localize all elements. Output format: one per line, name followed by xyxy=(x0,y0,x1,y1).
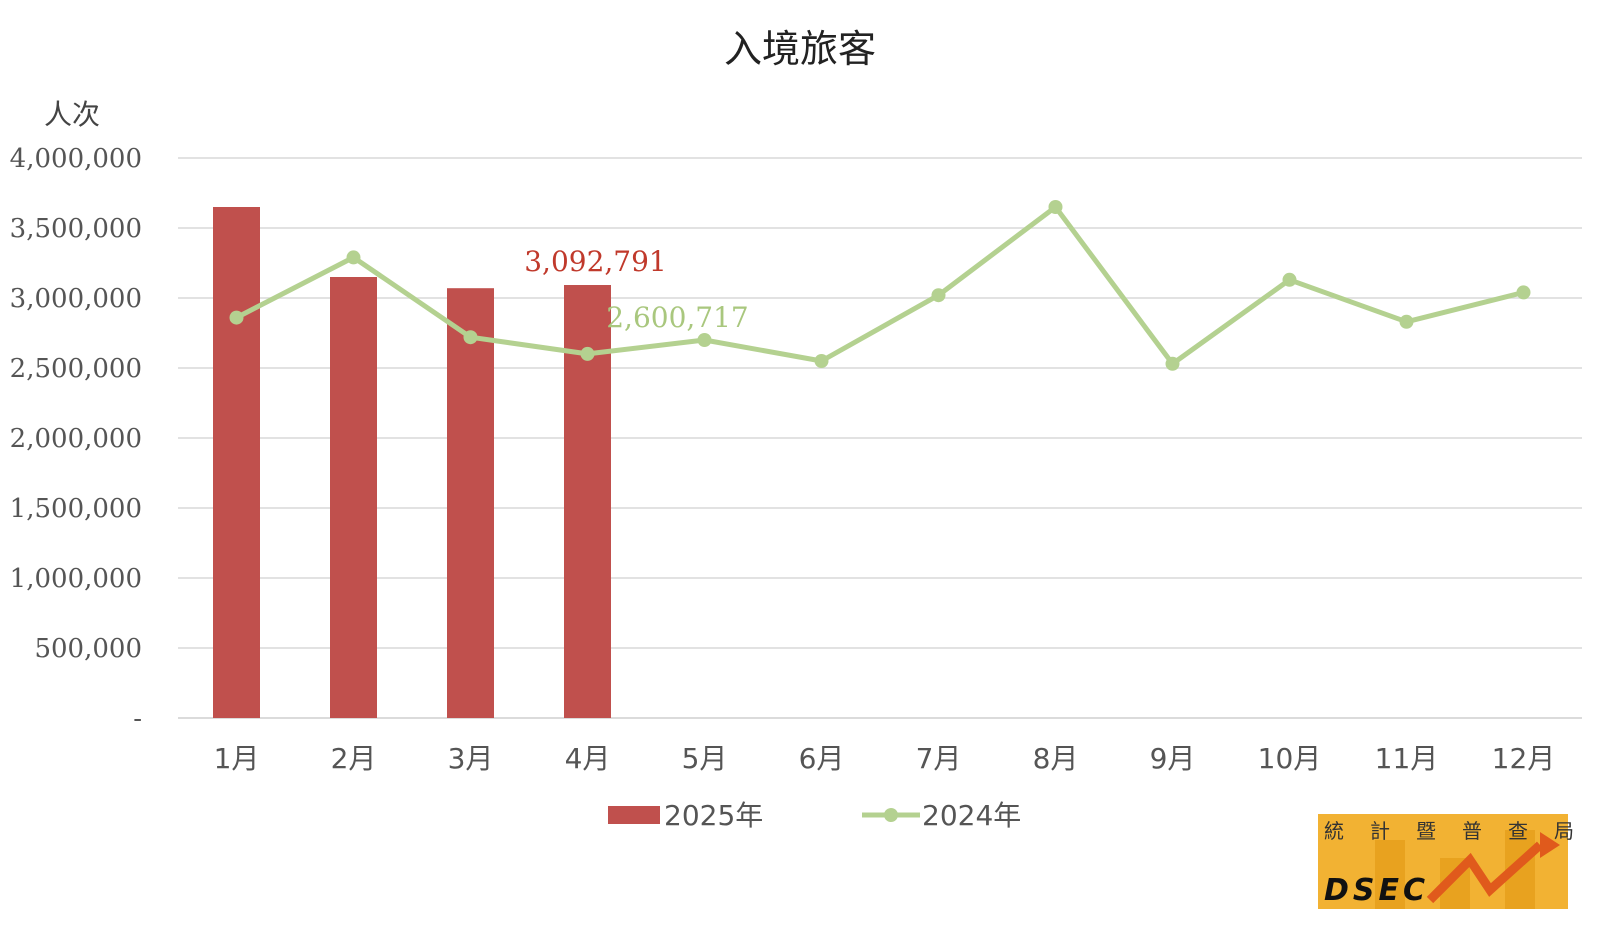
x-tick-label: 10月 xyxy=(1258,742,1322,775)
x-tick-label: 8月 xyxy=(1033,742,1079,775)
logo-shade-bar-1 xyxy=(1375,840,1405,909)
legend-marker-2024 xyxy=(884,808,898,822)
point-2024 xyxy=(580,346,595,361)
bar-series-2025 xyxy=(213,207,611,718)
point-2024 xyxy=(814,354,829,368)
x-tick-label: 12月 xyxy=(1492,742,1556,775)
logo-chinese-text: 統計暨普查局 xyxy=(1324,819,1574,843)
line-series-2024 xyxy=(229,200,1531,371)
point-2024 xyxy=(1048,200,1063,214)
x-tick-label: 2月 xyxy=(331,742,377,775)
point-2024 xyxy=(1282,272,1297,287)
y-tick-label: 2,500,000 xyxy=(10,354,142,384)
logo-char: 暨 xyxy=(1416,819,1436,843)
y-tick-label: - xyxy=(133,704,142,734)
logo-char: 查 xyxy=(1508,819,1528,843)
legend-swatch-2025 xyxy=(608,806,660,824)
line-2024-path xyxy=(235,204,1525,367)
y-axis-ticks: - 500,000 1,000,000 1,500,000 2,000,000 2,500… xyxy=(10,144,142,734)
point-2024 xyxy=(1399,314,1414,329)
x-axis-ticks: 1月 2月 3月 4月 5月 6月 7月 8月 9月 10月 11月 12月 xyxy=(214,742,1556,775)
y-tick-label: 1,000,000 xyxy=(10,564,142,594)
data-labels: 3,092,791 2,600,717 xyxy=(524,245,749,334)
x-tick-label: 9月 xyxy=(1150,742,1196,775)
bar-2025 xyxy=(447,288,494,718)
chart-title: 入境旅客 xyxy=(724,27,876,71)
y-axis-label: 人次 xyxy=(44,98,100,131)
x-tick-label: 4月 xyxy=(565,742,611,775)
y-tick-label: 500,000 xyxy=(34,634,142,664)
legend: 2025年 2024年 xyxy=(608,799,1021,832)
logo-char: 普 xyxy=(1462,819,1482,843)
x-tick-label: 1月 xyxy=(214,742,260,775)
point-2024 xyxy=(229,310,244,325)
point-2024 xyxy=(697,333,712,347)
bar-2025 xyxy=(213,207,260,718)
point-2024 xyxy=(463,330,478,345)
legend-label-2025: 2025年 xyxy=(664,799,763,832)
point-2024 xyxy=(346,250,361,265)
logo-zigzag-arrow xyxy=(1426,841,1544,904)
logo-abbr: DSEC xyxy=(1324,873,1429,908)
y-tick-label: 2,000,000 xyxy=(10,424,142,454)
x-tick-label: 6月 xyxy=(799,742,845,775)
logo-char: 統 xyxy=(1324,819,1344,843)
legend-label-2024: 2024年 xyxy=(922,799,1021,832)
x-tick-label: 11月 xyxy=(1375,742,1439,775)
data-label-2025: 3,092,791 xyxy=(524,245,667,278)
logo-char: 計 xyxy=(1370,819,1390,843)
dsec-logo: 統 計 暨 普 查 局 DSEC xyxy=(1318,814,1574,909)
y-tick-label: 3,000,000 xyxy=(10,284,142,314)
point-2024 xyxy=(931,288,946,303)
point-2024 xyxy=(1516,285,1531,300)
gridlines xyxy=(178,157,1582,719)
x-tick-label: 5月 xyxy=(682,742,728,775)
x-tick-label: 3月 xyxy=(448,742,494,775)
y-tick-label: 1,500,000 xyxy=(10,494,142,524)
logo-char: 局 xyxy=(1554,819,1574,843)
y-tick-label: 4,000,000 xyxy=(10,144,142,174)
y-tick-label: 3,500,000 xyxy=(10,214,142,244)
point-2024 xyxy=(1165,356,1180,371)
bar-2025 xyxy=(330,277,377,718)
logo-arrow-head xyxy=(1540,832,1560,858)
data-label-2024: 2,600,717 xyxy=(606,301,749,334)
x-tick-label: 7月 xyxy=(916,742,962,775)
